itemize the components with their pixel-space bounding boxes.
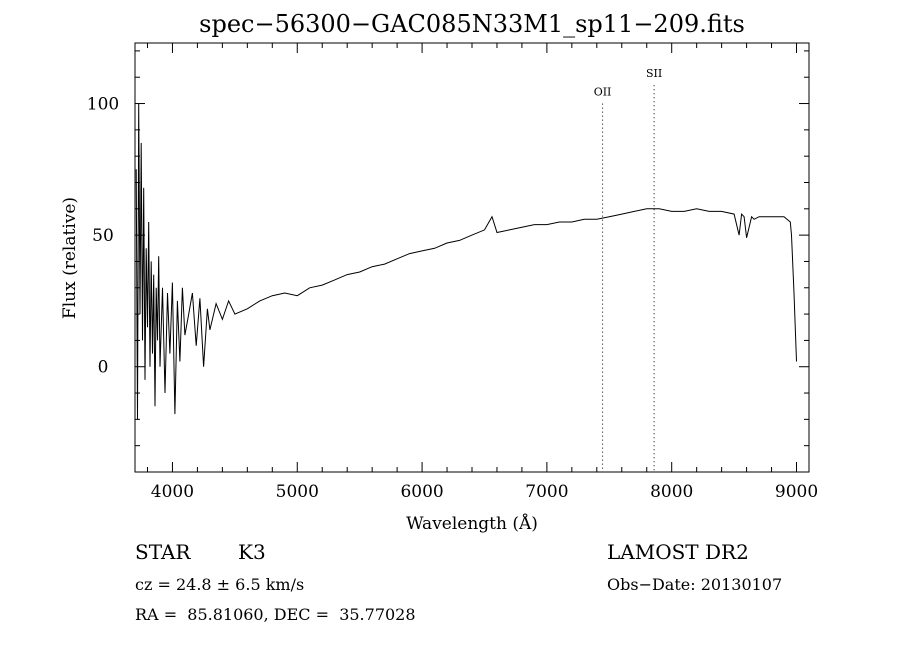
- survey-name: LAMOST DR2: [607, 540, 749, 564]
- x-tick-label: 4000: [151, 482, 194, 502]
- y-tick-label: 50: [92, 226, 114, 246]
- x-axis-label: Wavelength (Å): [406, 513, 538, 534]
- x-tick-label: 5000: [276, 482, 319, 502]
- redshift-velocity: cz = 24.8 ± 6.5 km/s: [135, 575, 305, 594]
- plot-frame: [134, 42, 810, 473]
- y-axis-label: Flux (relative): [60, 197, 80, 319]
- axis-ticks: 4000 5000 6000 7000 8000 9000 0 50 100: [87, 43, 818, 502]
- spectrum-line: [135, 103, 797, 420]
- observation-date: Obs−Date: 20130107: [607, 575, 783, 594]
- object-subclass: K3: [238, 540, 266, 564]
- object-class: STAR: [135, 540, 191, 564]
- x-tick-label: 7000: [525, 482, 568, 502]
- line-annotations: OII SII: [594, 67, 662, 472]
- chart-title: spec−56300−GAC085N33M1_sp11−209.fits: [199, 10, 745, 38]
- x-tick-label: 8000: [650, 482, 693, 502]
- y-tick-label: 0: [98, 358, 109, 378]
- annotation-label: SII: [646, 67, 662, 80]
- annotation-label: OII: [594, 86, 612, 99]
- y-tick-label: 100: [87, 95, 119, 115]
- x-tick-label: 9000: [775, 482, 818, 502]
- x-tick-label: 6000: [400, 482, 443, 502]
- spectrum-series: [135, 103, 797, 420]
- coordinates: RA = 85.81060, DEC = 35.77028: [135, 605, 416, 624]
